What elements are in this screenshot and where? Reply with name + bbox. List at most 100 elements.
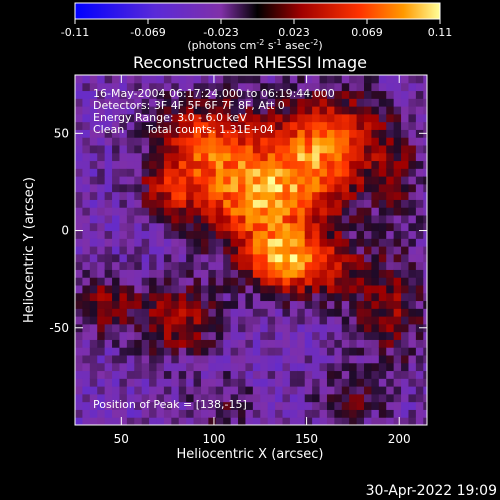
heatmap-cell bbox=[193, 355, 202, 364]
heatmap-cell bbox=[356, 401, 365, 410]
heatmap-cell bbox=[186, 370, 195, 379]
heatmap-cell bbox=[75, 292, 83, 302]
heatmap-cell bbox=[423, 331, 427, 340]
heatmap-cell bbox=[89, 362, 98, 372]
heatmap-cell bbox=[208, 75, 217, 84]
heatmap-cell bbox=[186, 316, 195, 325]
heatmap-cell bbox=[297, 285, 306, 294]
heatmap-cell bbox=[171, 183, 180, 193]
heatmap-cell bbox=[141, 285, 150, 294]
heatmap-cell bbox=[230, 269, 239, 278]
heatmap-cell bbox=[89, 121, 98, 130]
heatmap-cell bbox=[364, 176, 372, 185]
heatmap-cell bbox=[112, 160, 120, 169]
heatmap-cell bbox=[341, 253, 350, 263]
heatmap-cell bbox=[75, 261, 83, 270]
heatmap-cell bbox=[356, 230, 365, 239]
heatmap-cell bbox=[245, 331, 254, 340]
heatmap-cell bbox=[104, 362, 113, 372]
heatmap-cell bbox=[149, 362, 158, 372]
heatmap-cell bbox=[97, 238, 106, 247]
heatmap-cell bbox=[163, 98, 172, 107]
heatmap-cell bbox=[141, 98, 150, 107]
heatmap-cell bbox=[423, 176, 427, 185]
heatmap-cell bbox=[364, 355, 372, 364]
heatmap-cell bbox=[178, 285, 187, 294]
heatmap-cell bbox=[319, 160, 328, 169]
heatmap-cell bbox=[104, 152, 113, 162]
heatmap-cell bbox=[149, 339, 158, 348]
heatmap-cell bbox=[156, 370, 165, 379]
heatmap-cell bbox=[356, 316, 365, 325]
heatmap-cell bbox=[289, 285, 298, 294]
heatmap-cell bbox=[297, 183, 306, 193]
heatmap-cell bbox=[171, 113, 180, 123]
heatmap-cell bbox=[112, 253, 120, 263]
heatmap-cell bbox=[371, 339, 380, 348]
heatmap-cell bbox=[423, 347, 427, 356]
heatmap-cell bbox=[141, 113, 150, 123]
heatmap-cell bbox=[260, 90, 269, 99]
heatmap-cell bbox=[326, 409, 335, 418]
heatmap-cell bbox=[289, 191, 298, 200]
heatmap-cell bbox=[134, 129, 143, 138]
heatmap-cell bbox=[149, 113, 158, 123]
heatmap-cell bbox=[282, 75, 291, 84]
heatmap-cell bbox=[252, 121, 261, 130]
heatmap-cell bbox=[282, 176, 291, 185]
heatmap-cell bbox=[193, 331, 202, 340]
heatmap-cell bbox=[208, 106, 217, 115]
heatmap-cell bbox=[349, 191, 358, 200]
heatmap-cell bbox=[408, 261, 417, 270]
heatmap-cell bbox=[393, 316, 402, 325]
heatmap-cell bbox=[186, 129, 195, 138]
heatmap-cell bbox=[112, 316, 120, 325]
heatmap-cell bbox=[230, 82, 239, 92]
heatmap-cell bbox=[186, 160, 195, 169]
heatmap-cell bbox=[415, 347, 424, 356]
heatmap-cell bbox=[326, 191, 335, 200]
heatmap-cell bbox=[364, 347, 372, 356]
heatmap-cell bbox=[260, 339, 269, 348]
heatmap-cell bbox=[364, 215, 372, 224]
heatmap-cell bbox=[319, 75, 328, 84]
heatmap-cell bbox=[364, 191, 372, 200]
heatmap-cell bbox=[326, 308, 335, 317]
heatmap-cell bbox=[289, 207, 298, 216]
heatmap-cell bbox=[326, 331, 335, 340]
heatmap-cell bbox=[230, 246, 239, 255]
plot-frame bbox=[74, 74, 428, 426]
heatmap-cell bbox=[386, 75, 395, 84]
heatmap-cell bbox=[193, 168, 202, 177]
heatmap-cell bbox=[171, 370, 180, 379]
heatmap-cell bbox=[141, 191, 150, 200]
heatmap-cell bbox=[282, 362, 291, 372]
heatmap-cell bbox=[401, 323, 409, 333]
heatmap-cell bbox=[89, 90, 98, 99]
colorbar-gradient bbox=[74, 2, 441, 20]
heatmap-cell bbox=[267, 347, 276, 356]
x-tick-label: 150 bbox=[295, 432, 318, 446]
heatmap-cell bbox=[163, 323, 172, 333]
heatmap-cell bbox=[364, 253, 372, 263]
heatmap-cell bbox=[386, 308, 395, 317]
heatmap-cell bbox=[371, 300, 380, 309]
heatmap-cell bbox=[119, 215, 128, 224]
heatmap-cell bbox=[364, 362, 372, 372]
heatmap-cell bbox=[349, 222, 358, 232]
heatmap-cell bbox=[200, 145, 209, 154]
heatmap-cell bbox=[252, 323, 261, 333]
heatmap-cell bbox=[341, 75, 350, 84]
heatmap-cell bbox=[260, 230, 269, 239]
heatmap-cell bbox=[89, 277, 98, 286]
heatmap-cell bbox=[200, 316, 209, 325]
heatmap-cell bbox=[171, 215, 180, 224]
heatmap-cell bbox=[104, 176, 113, 185]
heatmap-cell bbox=[156, 176, 165, 185]
heatmap-cell bbox=[401, 417, 409, 425]
heatmap-cell bbox=[126, 331, 135, 340]
heatmap-cell bbox=[149, 129, 158, 138]
heatmap-cell bbox=[349, 378, 358, 387]
heatmap-cell bbox=[126, 137, 135, 146]
heatmap-cell bbox=[215, 285, 224, 294]
